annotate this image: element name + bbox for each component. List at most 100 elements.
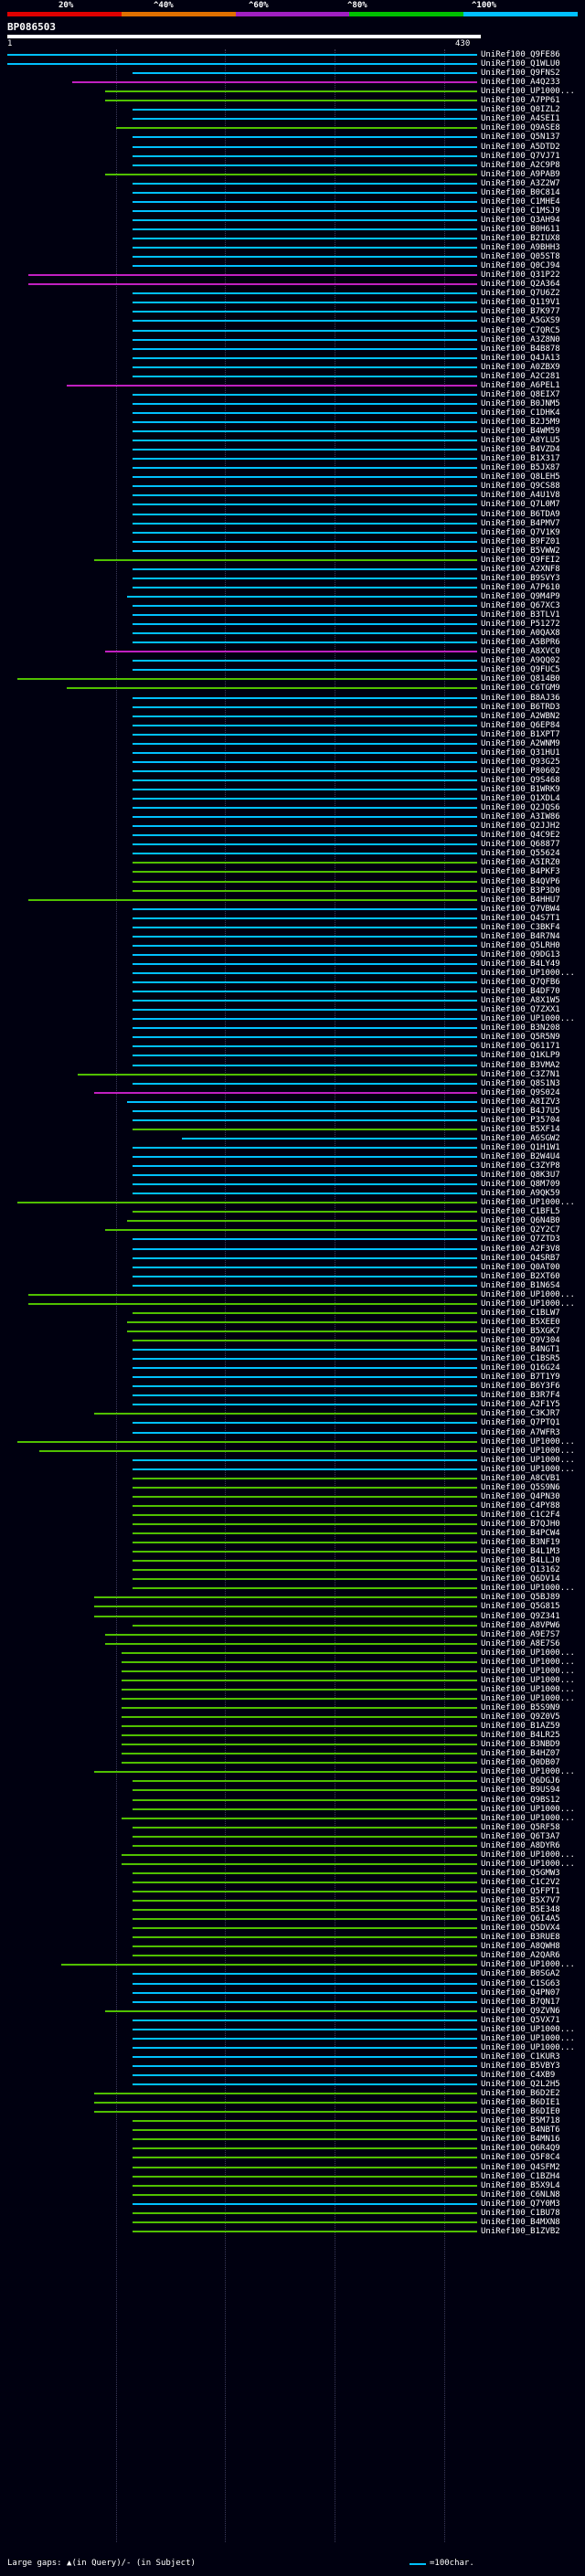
hit-name[interactable]: UniRef100_B7K977 [481,307,560,317]
hit-row[interactable]: UniRef100_C1BZH4 [0,2172,585,2182]
hit-name[interactable]: UniRef100_B4WM59 [481,427,560,437]
hit-name[interactable]: UniRef100_B9FZ01 [481,536,560,546]
hit-name[interactable]: UniRef100_Q9Z0V5 [481,1712,560,1723]
hit-row[interactable]: UniRef100_B1AZ59 [0,1722,585,1732]
hit-name[interactable]: UniRef100_B5E348 [481,1905,560,1915]
hit-name[interactable]: UniRef100_Q1KLP9 [481,1051,560,1061]
hit-name[interactable]: UniRef100_Q7U6Z2 [481,289,560,299]
hit-row[interactable]: UniRef100_UP1000... [0,2024,585,2035]
hit-row[interactable]: UniRef100_UP1000... [0,1447,585,1457]
hit-row[interactable]: UniRef100_UP1000... [0,1850,585,1860]
hit-row[interactable]: UniRef100_B9US94 [0,1786,585,1796]
hit-name[interactable]: UniRef100_Q4PN30 [481,1491,560,1501]
hit-row[interactable]: UniRef100_Q7QFB6 [0,978,585,988]
hit-row[interactable]: UniRef100_A5IRZ0 [0,858,585,868]
hit-row[interactable]: UniRef100_B5XGK7 [0,1327,585,1337]
hit-row[interactable]: UniRef100_Q31P22 [0,270,585,281]
hit-row[interactable]: UniRef100_B5XF14 [0,1125,585,1135]
hit-name[interactable]: UniRef100_C3KJR7 [481,1409,560,1419]
hit-row[interactable]: UniRef100_Q9ZVN6 [0,2007,585,2017]
hit-name[interactable]: UniRef100_Q2L2H5 [481,2080,560,2090]
hit-row[interactable]: UniRef100_UP1000... [0,87,585,97]
hit-row[interactable]: UniRef100_B2J5M9 [0,418,585,428]
hit-name[interactable]: UniRef100_A8YLU5 [481,436,560,446]
hit-name[interactable]: UniRef100_Q4SFM2 [481,2162,560,2172]
hit-row[interactable]: UniRef100_A2C9P8 [0,161,585,171]
hit-name[interactable]: UniRef100_Q2Y2C7 [481,1225,560,1235]
hit-name[interactable]: UniRef100_Q0AT00 [481,1262,560,1272]
hit-row[interactable]: UniRef100_UP1000... [0,1960,585,1970]
hit-name[interactable]: UniRef100_B6DIE0 [481,2107,560,2117]
hit-row[interactable]: UniRef100_B6D2E2 [0,2089,585,2099]
hit-row[interactable]: UniRef100_B4WM59 [0,427,585,437]
hit-name[interactable]: UniRef100_Q5R5N9 [481,1033,560,1043]
hit-name[interactable]: UniRef100_A0ZBX9 [481,362,560,372]
hit-row[interactable]: UniRef100_B4HZ07 [0,1749,585,1759]
hit-row[interactable]: UniRef100_Q2JQS6 [0,803,585,813]
hit-row[interactable]: UniRef100_Q7ZXX1 [0,1005,585,1015]
hit-row[interactable]: UniRef100_A7PP61 [0,96,585,106]
hit-name[interactable]: UniRef100_C1MHE4 [481,196,560,207]
hit-name[interactable]: UniRef100_B3P3D0 [481,885,560,896]
hit-row[interactable]: UniRef100_B2XT60 [0,1272,585,1282]
hit-name[interactable]: UniRef100_B7QJH0 [481,1520,560,1529]
hit-name[interactable]: UniRef100_Q7Y0M3 [481,2199,560,2209]
hit-row[interactable]: UniRef100_UP1000... [0,969,585,979]
hit-row[interactable]: UniRef100_Q8M709 [0,1180,585,1190]
hit-row[interactable]: UniRef100_B2IUX8 [0,234,585,244]
hit-row[interactable]: UniRef100_A2QAR6 [0,1951,585,1961]
hit-name[interactable]: UniRef100_C4XB9 [481,2071,556,2080]
hit-row[interactable]: UniRef100_Q9S468 [0,776,585,786]
hit-name[interactable]: UniRef100_B4LY49 [481,959,560,969]
hit-row[interactable]: UniRef100_B4PMV7 [0,519,585,529]
hit-name[interactable]: UniRef100_A7P610 [481,582,560,592]
hit-name[interactable]: UniRef100_Q05ST8 [481,252,560,262]
hit-row[interactable]: UniRef100_B0JNM5 [0,399,585,409]
hit-name[interactable]: UniRef100_B8AJ36 [481,693,560,703]
hit-name[interactable]: UniRef100_B4QVP6 [481,876,560,886]
hit-row[interactable]: UniRef100_UP1000... [0,1667,585,1677]
hit-row[interactable]: UniRef100_Q5RF58 [0,1822,585,1833]
hit-name[interactable]: UniRef100_Q5FPT1 [481,1887,560,1896]
hit-name[interactable]: UniRef100_B1X317 [481,454,560,464]
hit-row[interactable]: UniRef100_C3BKF4 [0,923,585,933]
hit-name[interactable]: UniRef100_A2F1Y5 [481,1400,560,1410]
hit-name[interactable]: UniRef100_Q5RF58 [481,1822,560,1832]
hit-name[interactable]: UniRef100_B3N208 [481,1023,560,1034]
hit-row[interactable]: UniRef100_B5VWW2 [0,546,585,557]
hit-row[interactable]: UniRef100_Q4S7T1 [0,914,585,924]
hit-row[interactable]: UniRef100_P51272 [0,620,585,630]
hit-name[interactable]: UniRef100_Q2A364 [481,280,560,290]
hit-name[interactable]: UniRef100_UP1000... [481,2024,575,2034]
hit-name[interactable]: UniRef100_UP1000... [481,1299,575,1309]
hit-row[interactable]: UniRef100_Q31HU1 [0,748,585,758]
hit-row[interactable]: UniRef100_Q6EP84 [0,721,585,731]
hit-name[interactable]: UniRef100_B4L1M3 [481,1547,560,1557]
hit-row[interactable]: UniRef100_Q8S1N3 [0,1079,585,1089]
hit-row[interactable]: UniRef100_A3Z8N0 [0,335,585,345]
hit-name[interactable]: UniRef100_A7PP61 [481,96,560,106]
hit-row[interactable]: UniRef100_A9PAB9 [0,170,585,180]
hit-row[interactable]: UniRef100_A6PEL1 [0,381,585,391]
hit-name[interactable]: UniRef100_Q6N4B0 [481,1216,560,1226]
hit-row[interactable]: UniRef100_B4J7U5 [0,1106,585,1117]
hit-name[interactable]: UniRef100_A8X1W5 [481,996,560,1006]
hit-name[interactable]: UniRef100_UP1000... [481,1767,575,1777]
hit-row[interactable]: UniRef100_Q9M4P9 [0,592,585,602]
hit-name[interactable]: UniRef100_B4R7N4 [481,931,560,941]
hit-row[interactable]: UniRef100_Q9V304 [0,1336,585,1346]
hit-row[interactable]: UniRef100_Q55624 [0,849,585,859]
hit-name[interactable]: UniRef100_A3Z2W7 [481,178,560,188]
hit-name[interactable]: UniRef100_B3NF19 [481,1538,560,1548]
hit-name[interactable]: UniRef100_UP1000... [481,969,575,978]
hit-row[interactable]: UniRef100_B5X7V7 [0,1896,585,1906]
hit-row[interactable]: UniRef100_B0H611 [0,225,585,235]
hit-row[interactable]: UniRef100_Q6N4B0 [0,1216,585,1226]
hit-name[interactable]: UniRef100_C1BU78 [481,2208,560,2218]
hit-name[interactable]: UniRef100_Q9FEI2 [481,555,560,565]
hit-name[interactable]: UniRef100_A8XVC0 [481,647,560,657]
hit-name[interactable]: UniRef100_Q1H1W1 [481,1142,560,1152]
hit-name[interactable]: UniRef100_B4J7U5 [481,1106,560,1116]
hit-name[interactable]: UniRef100_Q814B0 [481,674,560,684]
hit-name[interactable]: UniRef100_C1SG63 [481,1978,560,1988]
